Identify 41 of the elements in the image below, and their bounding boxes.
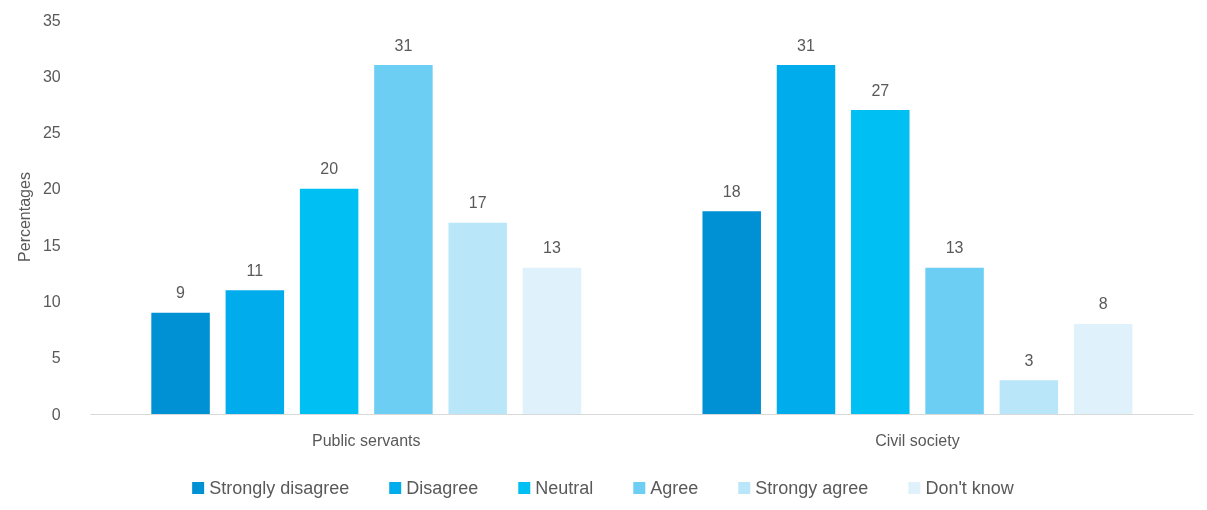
y-tick-label: 5 bbox=[51, 349, 61, 367]
bar bbox=[999, 380, 1059, 414]
data-label: 9 bbox=[176, 284, 186, 302]
data-label: 13 bbox=[945, 239, 964, 257]
bar bbox=[851, 110, 910, 414]
legend-label: Strongly disagree bbox=[209, 478, 350, 498]
data-label: 31 bbox=[797, 36, 815, 54]
y-axis-title: Percentages bbox=[15, 172, 33, 262]
y-tick-label: 15 bbox=[42, 236, 61, 254]
data-label: 27 bbox=[871, 81, 890, 99]
bar bbox=[299, 188, 359, 414]
y-tick-label: 30 bbox=[42, 67, 61, 85]
bar bbox=[448, 222, 507, 414]
legend-label: Disagree bbox=[406, 478, 479, 498]
bar bbox=[776, 65, 836, 414]
bar bbox=[522, 267, 582, 414]
legend-label: Strongy agree bbox=[755, 478, 869, 498]
bar bbox=[374, 65, 433, 414]
data-label: 8 bbox=[1098, 295, 1108, 313]
bar bbox=[151, 312, 210, 414]
bar bbox=[925, 267, 984, 414]
data-label: 18 bbox=[722, 182, 741, 200]
data-label: 3 bbox=[1024, 351, 1034, 369]
legend-label: Neutral bbox=[535, 478, 594, 498]
data-label: 20 bbox=[320, 160, 339, 178]
bar bbox=[1073, 323, 1133, 414]
y-tick-label: 35 bbox=[42, 11, 61, 29]
data-label: 13 bbox=[543, 239, 561, 257]
legend-label: Agree bbox=[650, 478, 699, 498]
y-tick-label: 10 bbox=[42, 292, 61, 310]
legend-label: Don't know bbox=[925, 478, 1015, 498]
data-label: 31 bbox=[394, 36, 413, 54]
data-label: 17 bbox=[468, 194, 487, 212]
y-tick-label: 25 bbox=[42, 124, 61, 142]
data-label: 11 bbox=[246, 261, 264, 279]
x-tick-label: Civil society bbox=[875, 431, 960, 449]
bar bbox=[225, 290, 285, 414]
x-tick-label: Public servants bbox=[312, 431, 421, 449]
y-tick-label: 20 bbox=[42, 180, 61, 198]
y-tick-label: 0 bbox=[51, 405, 61, 423]
bar bbox=[702, 211, 761, 414]
